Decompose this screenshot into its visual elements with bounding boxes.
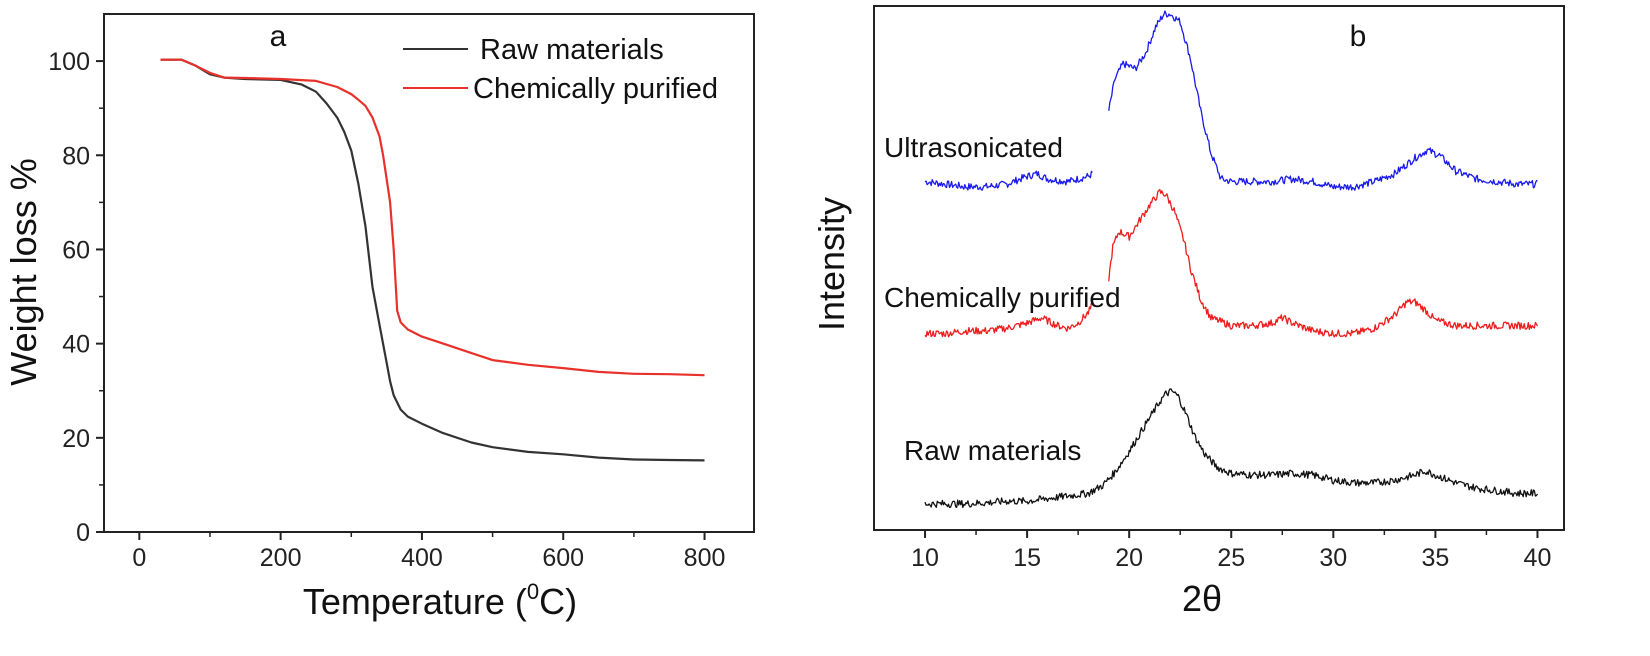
tga-chart: 0 200 400 600 800 0 20 40 60 80 100 a Raw materia…: [3, 13, 755, 622]
tga-x-axis-label-main: Temperature (: [303, 581, 527, 622]
tga-series: [160, 58, 705, 462]
xrd-curve-label-ultrasonicated: Ultrasonicated: [884, 132, 1063, 163]
xrd-series: [924, 10, 1539, 509]
xrd-x-tick-label: 40: [1524, 544, 1552, 572]
xrd-series-chemically-purified: [1108, 188, 1539, 338]
xrd-curve-label-raw: Raw materials: [904, 435, 1081, 466]
xrd-x-tick-label: 20: [1115, 544, 1143, 572]
xrd-panel-letter: b: [1350, 20, 1367, 53]
xrd-series-raw-materials: [924, 388, 1539, 509]
tga-series-chemically-purified: [160, 58, 705, 377]
tga-legend-label-raw: Raw materials: [480, 34, 664, 66]
xrd-series-ultrasonicated: [1108, 10, 1538, 191]
tga-x-tick-label: 800: [684, 544, 726, 572]
tga-legend-label-purified: Chemically purified: [473, 73, 718, 105]
tga-x-ticks: 0 200 400 600 800: [132, 532, 725, 572]
xrd-x-tick-label: 15: [1013, 544, 1041, 572]
tga-y-ticks: 0 20 40 60 80 100: [48, 48, 104, 547]
tga-legend: Raw materials Chemically purified: [403, 34, 718, 105]
tga-plot-frame: [103, 13, 755, 533]
tga-y-tick-label: 0: [76, 519, 90, 547]
tga-x-tick-label: 600: [542, 544, 584, 572]
tga-x-axis-label-sup: 0: [527, 579, 539, 604]
xrd-x-ticks: 10 15 20 25 30 35 40: [911, 530, 1551, 572]
xrd-curve-label-purified: Chemically purified: [884, 282, 1121, 313]
tga-x-tick-label: 200: [260, 544, 302, 572]
tga-y-tick-label: 20: [62, 425, 90, 453]
tga-panel-letter: a: [270, 20, 287, 53]
tga-x-tick-label: 400: [401, 544, 443, 572]
xrd-series-ultrasonicated: [924, 170, 1093, 191]
tga-x-tick-label: 0: [132, 544, 146, 572]
xrd-x-tick-label: 10: [911, 544, 939, 572]
xrd-x-tick-label: 25: [1217, 544, 1245, 572]
xrd-y-axis-label: Intensity: [811, 197, 852, 331]
tga-y-tick-label: 60: [62, 236, 90, 264]
xrd-x-tick-label: 35: [1421, 544, 1449, 572]
tga-y-axis-label: Weight loss %: [3, 158, 44, 385]
tga-y-tick-label: 100: [48, 48, 90, 76]
xrd-series-chemically-purified: [924, 301, 1093, 338]
xrd-chart: 10 15 20 25 30 35 40 b Ultrasonicated Chemical…: [811, 5, 1565, 619]
tga-x-axis-label: Temperature (0C): [303, 579, 577, 622]
xrd-x-tick-label: 30: [1319, 544, 1347, 572]
xrd-plot-frame: [873, 5, 1565, 531]
tga-y-tick-label: 80: [62, 142, 90, 170]
tga-series-raw-materials: [160, 58, 705, 462]
tga-y-tick-label: 40: [62, 331, 90, 359]
tga-x-axis-label-tail: C): [539, 581, 577, 622]
xrd-x-axis-label: 2θ: [1182, 578, 1222, 619]
